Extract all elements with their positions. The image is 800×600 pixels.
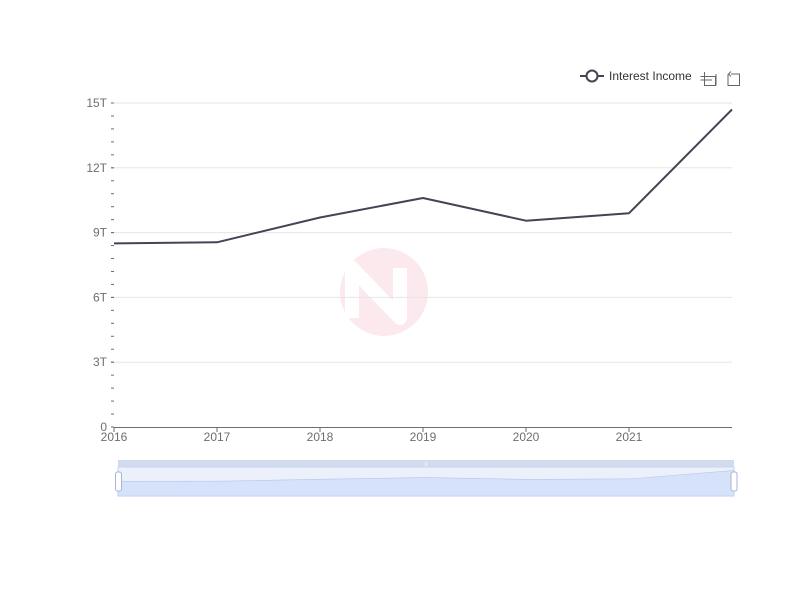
series-layer <box>113 108 733 245</box>
x-tick-label: 2021 <box>616 430 643 444</box>
y-tick-label: 0 <box>100 420 107 434</box>
y-tick-label: 12T <box>86 161 107 175</box>
zoom-right-handle[interactable] <box>730 471 738 492</box>
grid-lines <box>114 102 732 363</box>
x-tick-label: 2016 <box>101 430 128 444</box>
zoom-grip-icon: ≡ <box>424 462 428 468</box>
y-tick-label: 3T <box>93 355 108 369</box>
x-axis-tick-labels: 2016 2017 2018 2019 2020 2021 <box>101 430 643 444</box>
y-tick-label: 9T <box>93 226 108 240</box>
axes <box>111 102 732 432</box>
x-tick-label: 2018 <box>307 430 334 444</box>
watermark-logo <box>340 248 428 336</box>
x-tick-label: 2017 <box>204 430 231 444</box>
legend-marker-icon <box>585 69 599 83</box>
zoom-top-bar[interactable] <box>118 460 734 467</box>
legend-label[interactable]: Interest Income <box>609 69 692 83</box>
y-tick-label: 6T <box>93 290 108 304</box>
y-axis-tick-labels: 0 3T 6T 9T 12T 15T <box>86 96 107 434</box>
series-line[interactable] <box>113 108 733 245</box>
restore-icon[interactable] <box>727 71 740 86</box>
legend[interactable]: Interest Income <box>580 69 692 83</box>
data-zoom-icon[interactable] <box>700 72 717 86</box>
x-tick-label: 2019 <box>410 430 437 444</box>
zoom-left-handle[interactable] <box>115 471 122 492</box>
y-tick-label: 15T <box>86 96 107 110</box>
data-zoom-slider[interactable]: ≡ <box>115 460 738 497</box>
x-tick-label: 2020 <box>513 430 540 444</box>
